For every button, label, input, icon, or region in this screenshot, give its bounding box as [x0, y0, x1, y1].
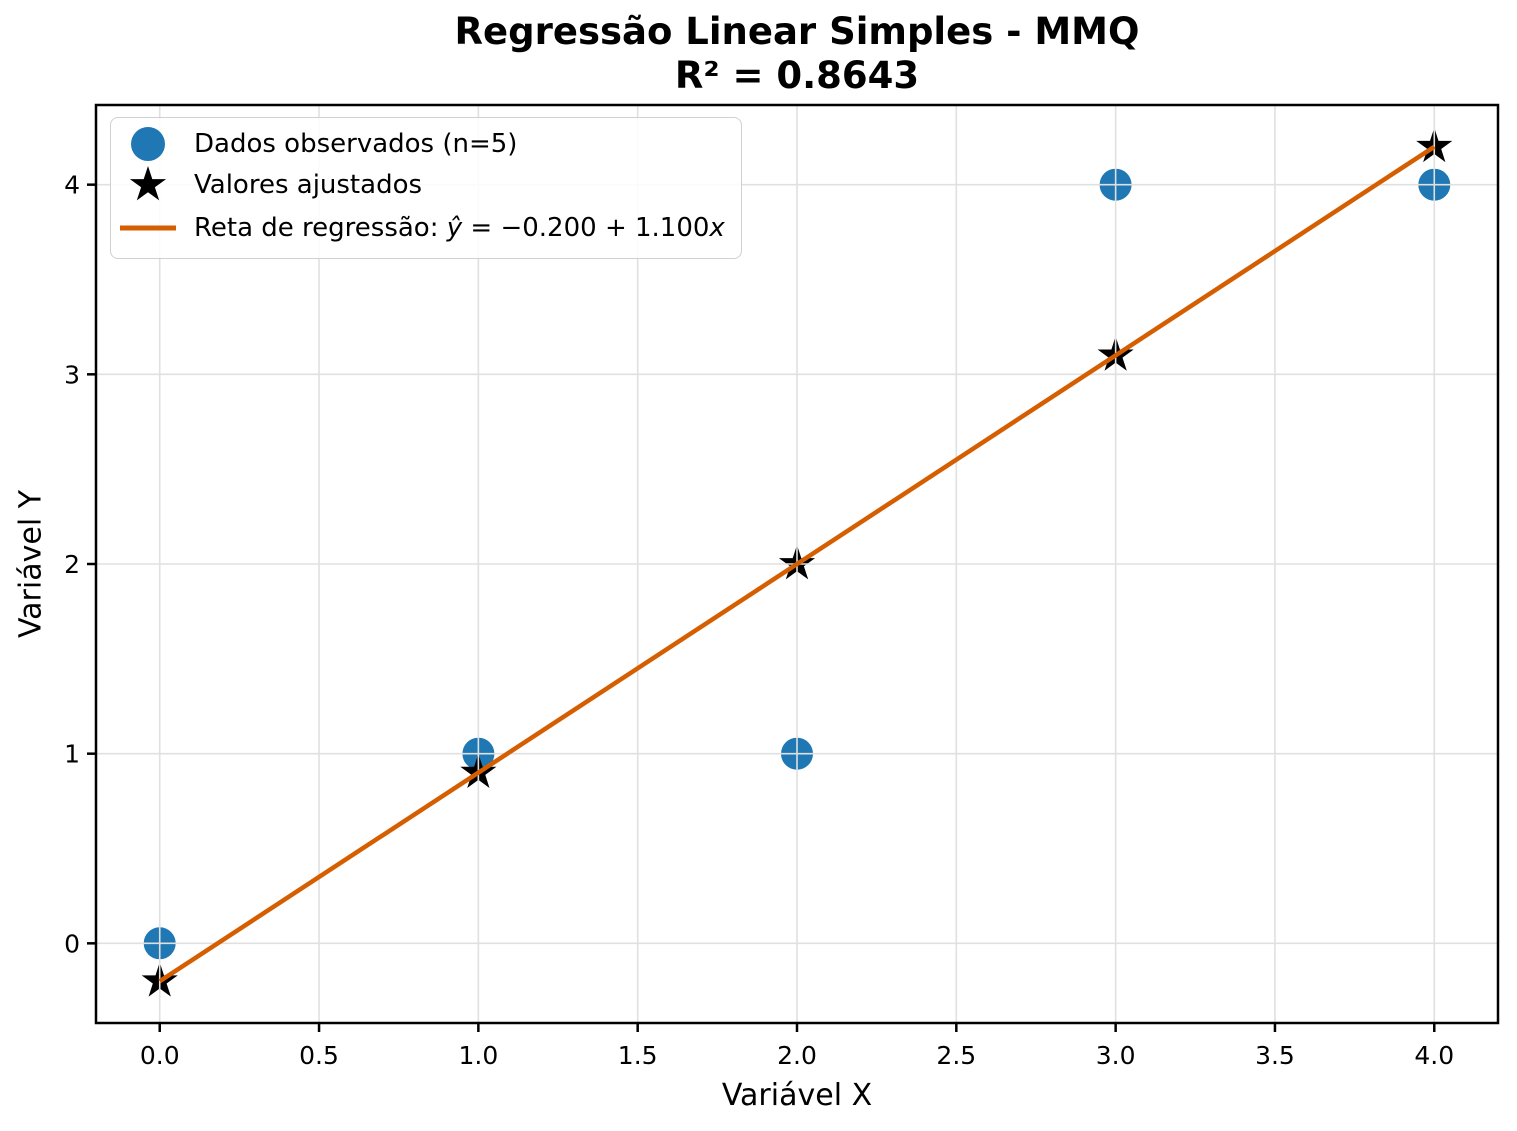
x-tick-label: 3.5: [1255, 1041, 1295, 1070]
y-tick-label: 3: [64, 360, 80, 389]
legend-item-regression: Reta de regressão: ŷ = −0.200 + 1.100x: [118, 205, 725, 251]
equation-mid: = −0.200 + 1.100: [462, 213, 710, 243]
observed-marker-icon: [118, 124, 178, 164]
line-marker-icon: [118, 208, 178, 248]
equation-yhat: ŷ: [446, 213, 463, 243]
y-tick-label: 1: [64, 740, 80, 769]
x-axis-label: Variável X: [721, 1078, 873, 1113]
x-tick-label: 1.5: [618, 1041, 658, 1070]
equation-x: x: [709, 213, 725, 243]
legend-label-fitted: Valores ajustados: [194, 169, 423, 200]
legend-star-glyph: [129, 165, 167, 200]
x-tick-label: 3.0: [1096, 1041, 1136, 1070]
y-tick-label: 2: [64, 550, 80, 579]
chart-title: Regressão Linear Simples - MMQ R² = 0.86…: [96, 10, 1498, 98]
star-marker-icon: [118, 165, 178, 205]
circle-glyph: [131, 126, 165, 161]
chart-title-line1: Regressão Linear Simples - MMQ: [454, 10, 1140, 53]
legend-label-regression: Reta de regressão: ŷ = −0.200 + 1.100x: [194, 213, 725, 243]
legend-label-observed: Dados observados (n=5): [194, 128, 518, 159]
y-axis: 0 1 2 3 4: [64, 171, 96, 958]
legend-circle-glyph: [131, 126, 165, 161]
y-tick-label: 0: [64, 929, 80, 958]
x-tick-label: 1.0: [458, 1041, 498, 1070]
chart-title-line2: R² = 0.8643: [674, 54, 920, 97]
x-tick-label: 2.0: [777, 1041, 817, 1070]
x-axis: 0.0 0.5 1.0 1.5 2.0 2.5 3.0 3.5 4.0: [140, 1023, 1454, 1070]
regression-line: [158, 144, 1436, 984]
legend-item-fitted: Valores ajustados: [118, 164, 725, 205]
x-tick-label: 2.5: [936, 1041, 976, 1070]
star-glyph: [129, 165, 167, 200]
line-glyph: [120, 225, 176, 231]
equation-prefix: Reta de regressão:: [194, 213, 447, 243]
x-tick-label: 0.0: [140, 1041, 180, 1070]
y-tick-label: 4: [64, 171, 80, 200]
legend-item-observed: Dados observados (n=5): [118, 123, 725, 164]
x-tick-label: 0.5: [299, 1041, 339, 1070]
y-axis-label: Variável Y: [13, 489, 49, 639]
x-tick-label: 4.0: [1414, 1041, 1454, 1070]
legend: Dados observados (n=5) Valores ajustados…: [110, 117, 742, 259]
